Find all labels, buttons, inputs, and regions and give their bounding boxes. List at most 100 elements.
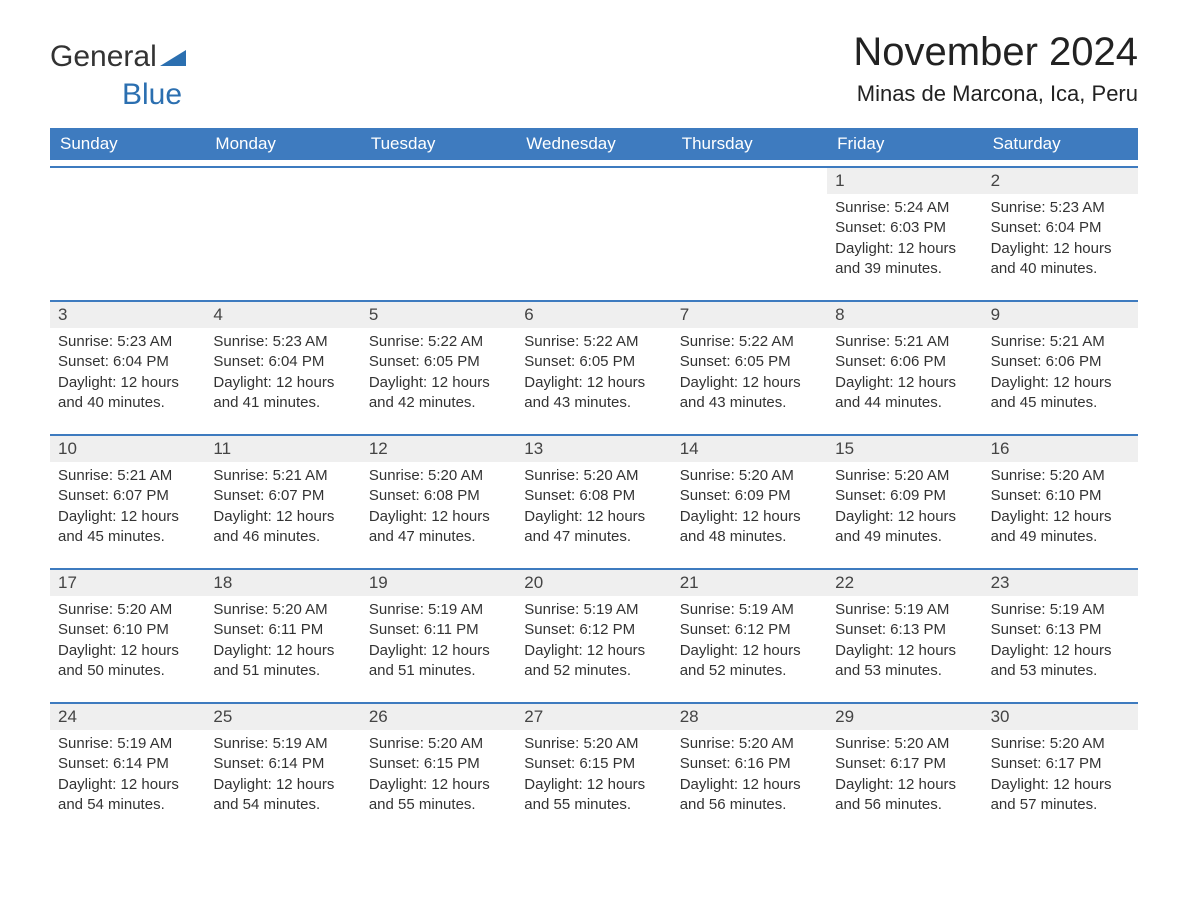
daylight-text: Daylight: 12 hours and 51 minutes. bbox=[369, 641, 508, 682]
daylight-text: Daylight: 12 hours and 44 minutes. bbox=[835, 373, 974, 414]
daylight-text: Daylight: 12 hours and 52 minutes. bbox=[680, 641, 819, 682]
daylight-text: Daylight: 12 hours and 49 minutes. bbox=[991, 507, 1130, 548]
day-details: Sunrise: 5:23 AMSunset: 6:04 PMDaylight:… bbox=[50, 332, 205, 413]
sunrise-text: Sunrise: 5:19 AM bbox=[991, 600, 1130, 620]
daylight-text: Daylight: 12 hours and 39 minutes. bbox=[835, 239, 974, 280]
day-number: 20 bbox=[516, 570, 671, 596]
sunrise-text: Sunrise: 5:20 AM bbox=[991, 734, 1130, 754]
sunset-text: Sunset: 6:08 PM bbox=[524, 486, 663, 506]
day-number: 13 bbox=[516, 436, 671, 462]
day-details: Sunrise: 5:24 AMSunset: 6:03 PMDaylight:… bbox=[827, 198, 982, 279]
calendar-cell: 24Sunrise: 5:19 AMSunset: 6:14 PMDayligh… bbox=[50, 702, 205, 830]
calendar-cell: 1Sunrise: 5:24 AMSunset: 6:03 PMDaylight… bbox=[827, 166, 982, 294]
sunset-text: Sunset: 6:08 PM bbox=[369, 486, 508, 506]
day-header-monday: Monday bbox=[205, 128, 360, 160]
sunset-text: Sunset: 6:17 PM bbox=[991, 754, 1130, 774]
calendar-cell: 3Sunrise: 5:23 AMSunset: 6:04 PMDaylight… bbox=[50, 300, 205, 428]
calendar-cell: 12Sunrise: 5:20 AMSunset: 6:08 PMDayligh… bbox=[361, 434, 516, 562]
sunrise-text: Sunrise: 5:19 AM bbox=[680, 600, 819, 620]
sunrise-text: Sunrise: 5:20 AM bbox=[680, 466, 819, 486]
sunset-text: Sunset: 6:15 PM bbox=[524, 754, 663, 774]
day-header-thursday: Thursday bbox=[672, 128, 827, 160]
calendar-cell: 10Sunrise: 5:21 AMSunset: 6:07 PMDayligh… bbox=[50, 434, 205, 562]
day-number: 6 bbox=[516, 302, 671, 328]
day-details: Sunrise: 5:21 AMSunset: 6:06 PMDaylight:… bbox=[983, 332, 1138, 413]
calendar-cell: 5Sunrise: 5:22 AMSunset: 6:05 PMDaylight… bbox=[361, 300, 516, 428]
daylight-text: Daylight: 12 hours and 54 minutes. bbox=[58, 775, 197, 816]
weeks-container: 1Sunrise: 5:24 AMSunset: 6:03 PMDaylight… bbox=[50, 166, 1138, 830]
sunrise-text: Sunrise: 5:21 AM bbox=[58, 466, 197, 486]
sunrise-text: Sunrise: 5:21 AM bbox=[991, 332, 1130, 352]
location-text: Minas de Marcona, Ica, Peru bbox=[853, 81, 1138, 107]
calendar-cell: 4Sunrise: 5:23 AMSunset: 6:04 PMDaylight… bbox=[205, 300, 360, 428]
day-details: Sunrise: 5:19 AMSunset: 6:13 PMDaylight:… bbox=[983, 600, 1138, 681]
calendar-cell: 13 Sunrise: 5:20 AMSunset: 6:08 PMDayligh… bbox=[516, 434, 671, 562]
day-details: Sunrise: 5:20 AMSunset: 6:10 PMDaylight:… bbox=[50, 600, 205, 681]
day-number: 16 bbox=[983, 436, 1138, 462]
month-title: November 2024 bbox=[853, 30, 1138, 75]
sunset-text: Sunset: 6:13 PM bbox=[991, 620, 1130, 640]
day-details: Sunrise: 5:20 AMSunset: 6:09 PMDaylight:… bbox=[672, 466, 827, 547]
sunrise-text: Sunrise: 5:20 AM bbox=[835, 466, 974, 486]
daylight-text: Daylight: 12 hours and 47 minutes. bbox=[524, 507, 663, 548]
calendar: Sunday Monday Tuesday Wednesday Thursday… bbox=[50, 128, 1138, 830]
sunrise-text: Sunrise: 5:20 AM bbox=[524, 466, 663, 486]
daylight-text: Daylight: 12 hours and 43 minutes. bbox=[524, 373, 663, 414]
day-details: Sunrise: 5:20 AMSunset: 6:11 PMDaylight:… bbox=[205, 600, 360, 681]
sunrise-text: Sunrise: 5:19 AM bbox=[369, 600, 508, 620]
day-header-sunday: Sunday bbox=[50, 128, 205, 160]
logo-text-blue: Blue bbox=[122, 78, 182, 111]
sunset-text: Sunset: 6:12 PM bbox=[524, 620, 663, 640]
logo-triangle-icon bbox=[160, 40, 186, 74]
sunrise-text: Sunrise: 5:20 AM bbox=[991, 466, 1130, 486]
daylight-text: Daylight: 12 hours and 47 minutes. bbox=[369, 507, 508, 548]
calendar-cell: 20Sunrise: 5:19 AMSunset: 6:12 PMDayligh… bbox=[516, 568, 671, 696]
calendar-cell: 2 Sunrise: 5:23 AMSunset: 6:04 PMDaylight… bbox=[983, 166, 1138, 294]
calendar-cell: 25Sunrise: 5:19 AMSunset: 6:14 PMDayligh… bbox=[205, 702, 360, 830]
calendar-cell: 26Sunrise: 5:20 AMSunset: 6:15 PMDayligh… bbox=[361, 702, 516, 830]
sunrise-text: Sunrise: 5:20 AM bbox=[524, 734, 663, 754]
sunset-text: Sunset: 6:13 PM bbox=[835, 620, 974, 640]
day-number: 15 bbox=[827, 436, 982, 462]
daylight-text: Daylight: 12 hours and 56 minutes. bbox=[680, 775, 819, 816]
sunrise-text: Sunrise: 5:19 AM bbox=[835, 600, 974, 620]
sunrise-text: Sunrise: 5:20 AM bbox=[213, 600, 352, 620]
day-number: 9 bbox=[983, 302, 1138, 328]
logo-text-general: General bbox=[50, 40, 157, 73]
sunset-text: Sunset: 6:03 PM bbox=[835, 218, 974, 238]
day-number: 8 bbox=[827, 302, 982, 328]
sunrise-text: Sunrise: 5:20 AM bbox=[835, 734, 974, 754]
sunset-text: Sunset: 6:05 PM bbox=[369, 352, 508, 372]
day-details: Sunrise: 5:20 AMSunset: 6:17 PMDaylight:… bbox=[827, 734, 982, 815]
sunrise-text: Sunrise: 5:20 AM bbox=[680, 734, 819, 754]
sunrise-text: Sunrise: 5:23 AM bbox=[58, 332, 197, 352]
title-block: November 2024 Minas de Marcona, Ica, Per… bbox=[853, 30, 1138, 117]
day-number: 17 bbox=[50, 570, 205, 596]
day-number: 2 bbox=[983, 168, 1138, 194]
day-number: 10 bbox=[50, 436, 205, 462]
calendar-cell: 7Sunrise: 5:22 AMSunset: 6:05 PMDaylight… bbox=[672, 300, 827, 428]
calendar-cell: 23 Sunrise: 5:19 AMSunset: 6:13 PMDayligh… bbox=[983, 568, 1138, 696]
day-details: Sunrise: 5:20 AMSunset: 6:08 PMDaylight:… bbox=[361, 466, 516, 547]
daylight-text: Daylight: 12 hours and 50 minutes. bbox=[58, 641, 197, 682]
sunrise-text: Sunrise: 5:21 AM bbox=[213, 466, 352, 486]
calendar-cell: 15Sunrise: 5:20 AMSunset: 6:09 PMDayligh… bbox=[827, 434, 982, 562]
day-details: Sunrise: 5:22 AMSunset: 6:05 PMDaylight:… bbox=[361, 332, 516, 413]
sunset-text: Sunset: 6:07 PM bbox=[58, 486, 197, 506]
day-details: Sunrise: 5:20 AMSunset: 6:15 PMDaylight:… bbox=[361, 734, 516, 815]
calendar-cell: 27Sunrise: 5:20 AMSunset: 6:15 PMDayligh… bbox=[516, 702, 671, 830]
day-number: 23 bbox=[983, 570, 1138, 596]
calendar-cell-empty bbox=[672, 166, 827, 294]
sunrise-text: Sunrise: 5:21 AM bbox=[835, 332, 974, 352]
sunset-text: Sunset: 6:14 PM bbox=[58, 754, 197, 774]
daylight-text: Daylight: 12 hours and 41 minutes. bbox=[213, 373, 352, 414]
sunrise-text: Sunrise: 5:19 AM bbox=[213, 734, 352, 754]
day-details: Sunrise: 5:19 AMSunset: 6:14 PMDaylight:… bbox=[50, 734, 205, 815]
day-header-saturday: Saturday bbox=[983, 128, 1138, 160]
sunset-text: Sunset: 6:14 PM bbox=[213, 754, 352, 774]
day-number: 22 bbox=[827, 570, 982, 596]
sunrise-text: Sunrise: 5:22 AM bbox=[680, 332, 819, 352]
daylight-text: Daylight: 12 hours and 52 minutes. bbox=[524, 641, 663, 682]
day-details: Sunrise: 5:23 AMSunset: 6:04 PMDaylight:… bbox=[983, 198, 1138, 279]
week-row: 1Sunrise: 5:24 AMSunset: 6:03 PMDaylight… bbox=[50, 166, 1138, 294]
